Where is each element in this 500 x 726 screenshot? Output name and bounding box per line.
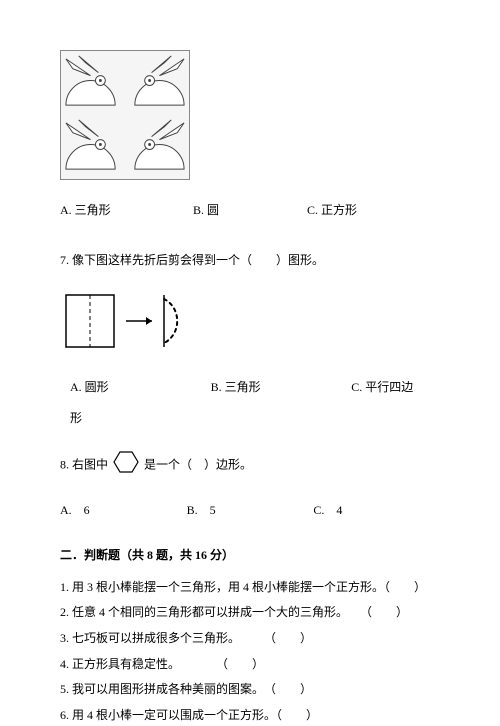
hexagon-icon [113,450,139,482]
q6-option-a: A. 三角形 [60,200,193,222]
q7-options: A. 圆形 B. 三角形 C. 平行四边 [60,377,440,399]
owl-pattern-icon [61,51,189,179]
q8-text: 8. 右图中 是一个（ ）边形。 [60,450,440,482]
q7-text: 7. 像下图这样先折后剪会得到一个（ ）图形。 [60,250,440,272]
q6-option-b: B. 圆 [193,200,307,222]
q8-options: A. 6 B. 5 C. 4 [60,500,440,522]
fold-cut-icon [60,289,220,353]
q7-option-b: B. 三角形 [211,377,352,399]
section2-header: 二．判断题（共 8 题，共 16 分） [60,545,440,567]
q7-option-c: C. 平行四边 [351,377,440,399]
q7-option-c-cont: 形 [60,408,440,430]
q8-option-b: B. 5 [187,500,314,522]
q8-text-before: 8. 右图中 [60,458,108,472]
judge-item-2: 2. 任意 4 个相同的三角形都可以拼成一个大的三角形。 （ ） [60,602,440,624]
q8-option-a: A. 6 [60,500,187,522]
judge-item-1: 1. 用 3 根小棒能摆一个三角形，用 4 根小棒能摆一个正方形。（ ） [60,577,440,599]
judge-item-3: 3. 七巧板可以拼成很多个三角形。 （ ） [60,628,440,650]
q8-option-c: C. 4 [313,500,440,522]
judge-item-6: 6. 用 4 根小棒一定可以围成一个正方形。（ ） [60,705,440,726]
q7-figure [60,289,440,361]
q8-text-after: 是一个（ ）边形。 [144,458,252,472]
judge-item-5: 5. 我可以用图形拼成各种美丽的图案。 （ ） [60,679,440,701]
judge-item-4: 4. 正方形具有稳定性。 （ ） [60,654,440,676]
q6-figure [60,50,190,180]
q6-option-c: C. 正方形 [307,200,440,222]
q7-option-a: A. 圆形 [70,377,211,399]
q6-options: A. 三角形 B. 圆 C. 正方形 [60,200,440,222]
